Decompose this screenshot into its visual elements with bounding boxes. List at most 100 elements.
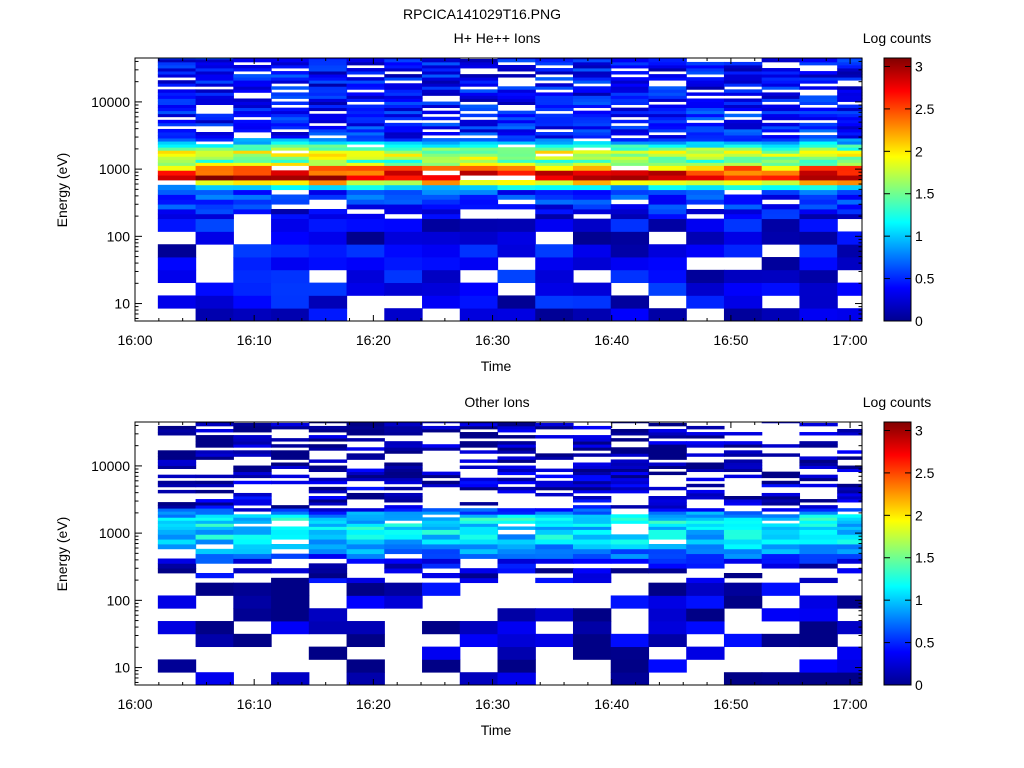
heatmap-cell — [271, 144, 310, 148]
heatmap-cell — [572, 517, 612, 521]
heatmap-cell — [346, 138, 385, 142]
heatmap-cell — [761, 444, 801, 448]
heatmap-cell — [799, 74, 838, 78]
heatmap-cell — [384, 180, 423, 186]
heatmap-cell — [837, 107, 863, 112]
heatmap-cell — [572, 159, 612, 163]
heatmap-cell — [686, 175, 725, 181]
heatmap-cell — [497, 646, 536, 660]
heatmap-cell — [422, 208, 461, 215]
heatmap-cell — [346, 231, 385, 245]
heatmap-cell — [648, 456, 687, 460]
heatmap-cell — [497, 456, 536, 460]
heatmap-cell — [761, 98, 801, 102]
heatmap-cell — [384, 122, 423, 127]
heatmap-cell — [233, 180, 272, 186]
heatmap-cell — [459, 526, 499, 530]
heatmap-cell — [761, 496, 801, 500]
heatmap-cell — [271, 544, 310, 550]
heatmap-cell — [271, 465, 310, 469]
heatmap-cell — [233, 150, 272, 154]
heatmap-cell — [422, 58, 461, 63]
heatmap-cell — [497, 517, 536, 521]
heatmap-cell — [346, 141, 385, 145]
heatmap-cell — [572, 514, 612, 518]
heatmap-cell — [686, 526, 725, 530]
heatmap-cell — [422, 141, 461, 145]
heatmap-cell — [610, 71, 650, 75]
heatmap-cell — [459, 257, 499, 271]
heatmap-cell — [761, 189, 801, 195]
heatmap-cell — [384, 492, 423, 497]
heatmap-cell — [723, 199, 763, 205]
heatmap-cell — [610, 132, 650, 136]
colorbar-gradient — [883, 421, 912, 686]
heatmap-cell — [535, 170, 574, 176]
heatmap-cell — [799, 539, 838, 545]
heatmap-cell — [497, 514, 536, 518]
heatmap-cell — [346, 432, 385, 436]
heatmap-cell — [497, 548, 536, 555]
heatmap-cell — [686, 180, 725, 186]
heatmap-cell — [497, 308, 536, 322]
heatmap-cell — [157, 175, 197, 181]
heatmap-cell — [799, 71, 838, 75]
heatmap-cell — [572, 165, 612, 171]
heatmap-cell — [271, 534, 310, 540]
heatmap-cell — [686, 170, 725, 176]
heatmap-cell — [648, 428, 687, 433]
heatmap-cell — [233, 208, 272, 215]
heatmap-cell — [346, 77, 385, 81]
heatmap-cell — [610, 308, 650, 322]
heatmap-cell — [384, 199, 423, 205]
heatmap-cell — [346, 189, 385, 195]
heatmap-cell — [761, 170, 801, 176]
heatmap-cell — [233, 496, 272, 500]
heatmap-cell — [648, 444, 687, 448]
heatmap-cell — [497, 428, 536, 433]
heatmap-cell — [157, 107, 197, 112]
heatmap-cell — [346, 122, 385, 127]
heatmap-cell — [761, 308, 801, 322]
heatmap-cell — [422, 213, 461, 220]
heatmap-cell — [459, 83, 499, 87]
heatmap-cell — [648, 122, 687, 127]
heatmap-cell — [837, 86, 863, 90]
heatmap-cell — [308, 104, 348, 109]
heatmap-cell — [233, 58, 272, 63]
heatmap-cell — [723, 194, 763, 200]
heatmap-cell — [572, 189, 612, 195]
heatmap-cell — [422, 444, 461, 448]
heatmap-cell — [761, 213, 801, 220]
heatmap-cell — [723, 162, 763, 166]
heatmap-cell — [799, 244, 838, 258]
heatmap-cell — [535, 553, 574, 559]
heatmap-cell — [648, 180, 687, 186]
heatmap-cell — [572, 462, 612, 466]
heatmap-cell — [535, 577, 574, 584]
heatmap-cell — [422, 646, 461, 660]
heatmap-cell — [233, 514, 272, 518]
heatmap-cell — [837, 71, 863, 75]
heatmap-cell — [686, 425, 725, 430]
heatmap-cell — [799, 231, 838, 245]
heatmap-cell — [837, 432, 863, 436]
heatmap-cell — [723, 534, 763, 540]
heatmap-cell — [195, 156, 234, 160]
heatmap-cell — [308, 534, 348, 540]
heatmap-cell — [837, 64, 863, 69]
heatmap-cell — [422, 180, 461, 186]
heatmap-cell — [610, 568, 650, 574]
heatmap-cell — [761, 422, 801, 424]
heatmap-cell — [346, 194, 385, 200]
heatmap-cell — [271, 61, 310, 66]
heatmap-cell — [723, 98, 763, 102]
heatmap-cell — [572, 71, 612, 75]
heatmap-cell — [195, 633, 234, 648]
heatmap-cell — [422, 165, 461, 171]
heatmap-cell — [157, 141, 197, 145]
heatmap-cell — [195, 92, 234, 96]
heatmap-cell — [422, 64, 461, 69]
heatmap-cell — [799, 544, 838, 550]
heatmap-cell — [384, 539, 423, 545]
